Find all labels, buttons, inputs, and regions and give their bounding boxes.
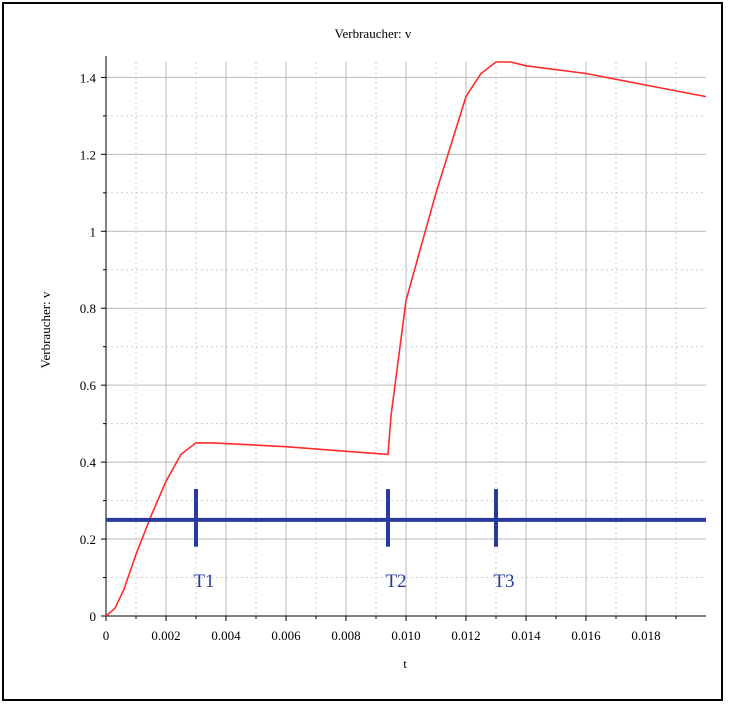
x-tick-label: 0.008 — [331, 628, 360, 643]
chart-grid — [106, 62, 706, 616]
x-tick-label: 0.012 — [451, 628, 480, 643]
x-tick-label: 0.018 — [631, 628, 660, 643]
x-tick-label: 0.016 — [571, 628, 601, 643]
x-tick-label: 0.014 — [511, 628, 541, 643]
marker-label-t3: T3 — [493, 571, 514, 592]
x-axis-label: t — [403, 656, 407, 671]
y-tick-label: 0.6 — [80, 378, 97, 393]
y-tick-label: 0 — [90, 609, 97, 624]
y-tick-label: 1.4 — [80, 70, 97, 85]
x-tick-label: 0.006 — [271, 628, 301, 643]
chart-series — [105, 61, 707, 617]
chart-axes: 0 0.002 0.004 0.006 0.008 0.010 0.012 0.014 0.01… — [80, 56, 706, 643]
marker-label-t2: T2 — [385, 571, 406, 592]
x-tick-label: 0.002 — [151, 628, 180, 643]
chart-title: Verbraucher: v — [335, 26, 412, 41]
y-tick-label: 0.8 — [80, 301, 96, 316]
x-tick-label: 0.004 — [211, 628, 241, 643]
x-tick-label: 0.010 — [391, 628, 420, 643]
y-tick-label: 0.4 — [80, 455, 97, 470]
series-line — [105, 61, 707, 617]
y-axis-label: Verbraucher: v — [38, 291, 53, 368]
y-tick-label: 0.2 — [80, 532, 96, 547]
y-tick-label: 1.2 — [80, 147, 96, 162]
y-tick-label: 1 — [90, 224, 97, 239]
interval-markers: T1 T2 T3 — [106, 489, 706, 592]
marker-label-t1: T1 — [193, 571, 214, 592]
x-tick-label: 0 — [103, 628, 110, 643]
